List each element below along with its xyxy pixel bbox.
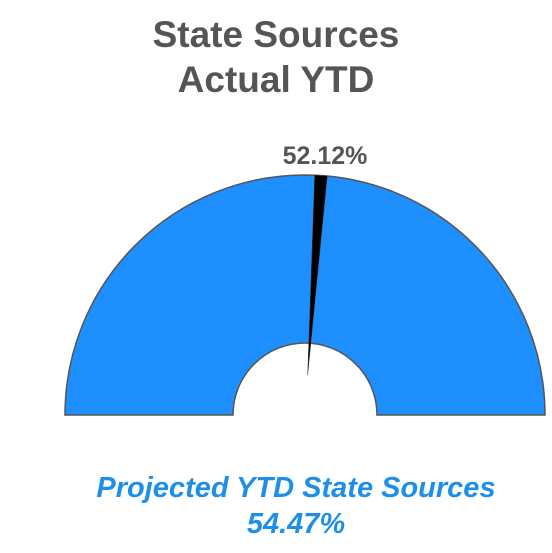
projected-value: 54.47%	[246, 508, 346, 540]
chart-title: State Sources Actual YTD	[152, 14, 400, 100]
value-label: 52.12%	[282, 142, 368, 170]
gauge-band	[64, 174, 546, 416]
projected-label: Projected YTD State Sources	[96, 472, 496, 504]
needle	[307, 174, 328, 376]
